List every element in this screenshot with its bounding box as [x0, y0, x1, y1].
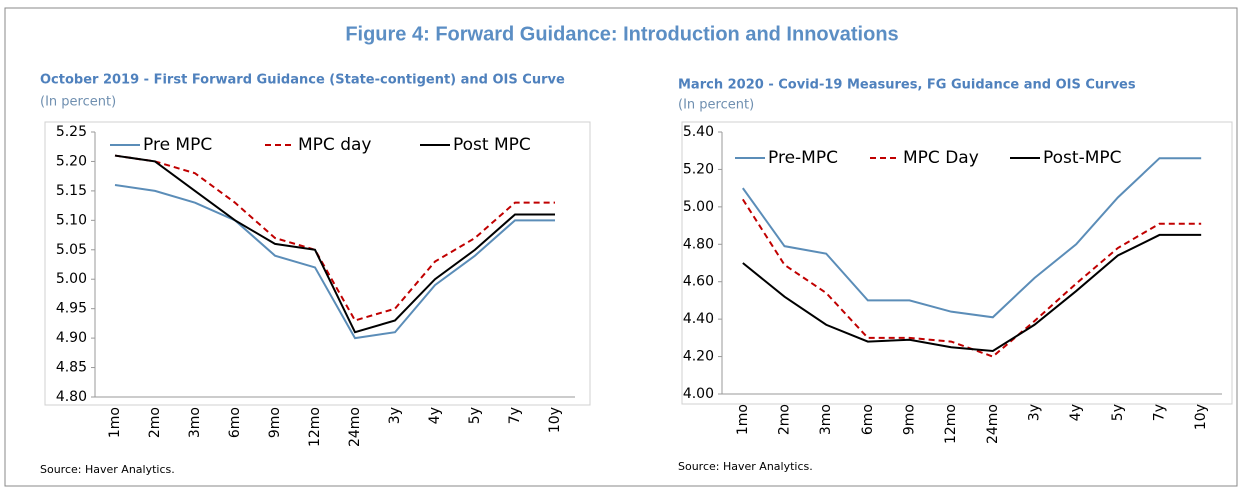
x-tick-label: 3y	[387, 407, 403, 424]
x-tick-label: 2mo	[147, 407, 163, 438]
y-tick-label: 5.40	[683, 124, 714, 140]
y-tick-label: 4.95	[56, 301, 87, 317]
y-tick-label: 4.85	[56, 360, 87, 376]
y-tick-label: 5.00	[56, 271, 87, 287]
series-line	[114, 154, 555, 322]
legend-label: Post-MPC	[1043, 148, 1122, 168]
y-tick-label: 4.80	[56, 389, 87, 405]
x-tick-label: 3mo	[818, 404, 834, 435]
x-tick-label: 1mo	[735, 404, 751, 435]
x-tick-label: 10y	[547, 407, 563, 433]
chart-frame	[681, 121, 1233, 405]
x-tick-label: 5y	[467, 407, 483, 424]
chart-frame	[44, 121, 591, 406]
x-tick-label: 24mo	[347, 407, 363, 447]
x-tick-label: 3y	[1027, 404, 1043, 421]
x-tick-label: 1mo	[107, 407, 123, 438]
chart-title: March 2020 - Covid-19 Measures, FG Guida…	[678, 78, 1136, 93]
legend-label: Pre-MPC	[768, 148, 838, 168]
y-tick-label: 4.60	[683, 274, 714, 290]
y-tick-label: 4.00	[683, 386, 714, 402]
y-tick-label: 5.10	[56, 212, 87, 228]
y-tick-label: 5.00	[683, 199, 714, 215]
chart-subtitle: (In percent)	[40, 95, 116, 110]
y-tick-label: 4.40	[683, 311, 714, 327]
series-line	[741, 198, 1202, 358]
x-tick-label: 3mo	[187, 407, 203, 438]
legend-label: Pre MPC	[143, 135, 212, 155]
y-tick-label: 4.80	[683, 236, 714, 252]
y-tick-label: 5.20	[683, 161, 714, 177]
x-tick-label: 2mo	[777, 404, 793, 435]
x-tick-label: 12mo	[943, 404, 959, 444]
y-tick-label: 5.15	[56, 183, 87, 199]
series-line	[742, 157, 1202, 319]
series-line	[114, 154, 555, 334]
x-tick-label: 5y	[1110, 404, 1126, 421]
y-tick-label: 5.05	[56, 242, 87, 258]
x-tick-label: 9mo	[902, 404, 918, 435]
x-tick-label: 6mo	[860, 404, 876, 435]
y-tick-label: 4.20	[683, 349, 714, 365]
y-tick-label: 5.25	[56, 124, 87, 140]
legend-label: MPC day	[298, 135, 371, 155]
chart-source: Source: Haver Analytics.	[40, 463, 175, 476]
legend-label: Post MPC	[453, 135, 531, 155]
figure-title: Figure 4: Forward Guidance: Introduction…	[345, 23, 898, 45]
chart-title: October 2019 - First Forward Guidance (S…	[40, 73, 565, 88]
x-tick-label: 10y	[1193, 404, 1209, 430]
x-tick-label: 7y	[1152, 404, 1168, 421]
y-tick-label: 5.20	[56, 153, 87, 169]
x-tick-label: 4y	[1068, 404, 1084, 421]
legend-label: MPC Day	[903, 148, 979, 168]
series-line	[742, 233, 1202, 352]
x-tick-label: 9mo	[267, 407, 283, 438]
chart-source: Source: Haver Analytics.	[678, 460, 813, 473]
x-tick-label: 6mo	[227, 407, 243, 438]
chart-subtitle: (In percent)	[678, 98, 754, 113]
x-tick-label: 24mo	[985, 404, 1001, 444]
y-tick-label: 4.90	[56, 330, 87, 346]
figure-border	[4, 7, 1238, 487]
x-tick-label: 7y	[507, 407, 523, 424]
series-line	[114, 184, 555, 340]
x-tick-label: 12mo	[307, 407, 323, 447]
x-tick-label: 4y	[427, 407, 443, 424]
